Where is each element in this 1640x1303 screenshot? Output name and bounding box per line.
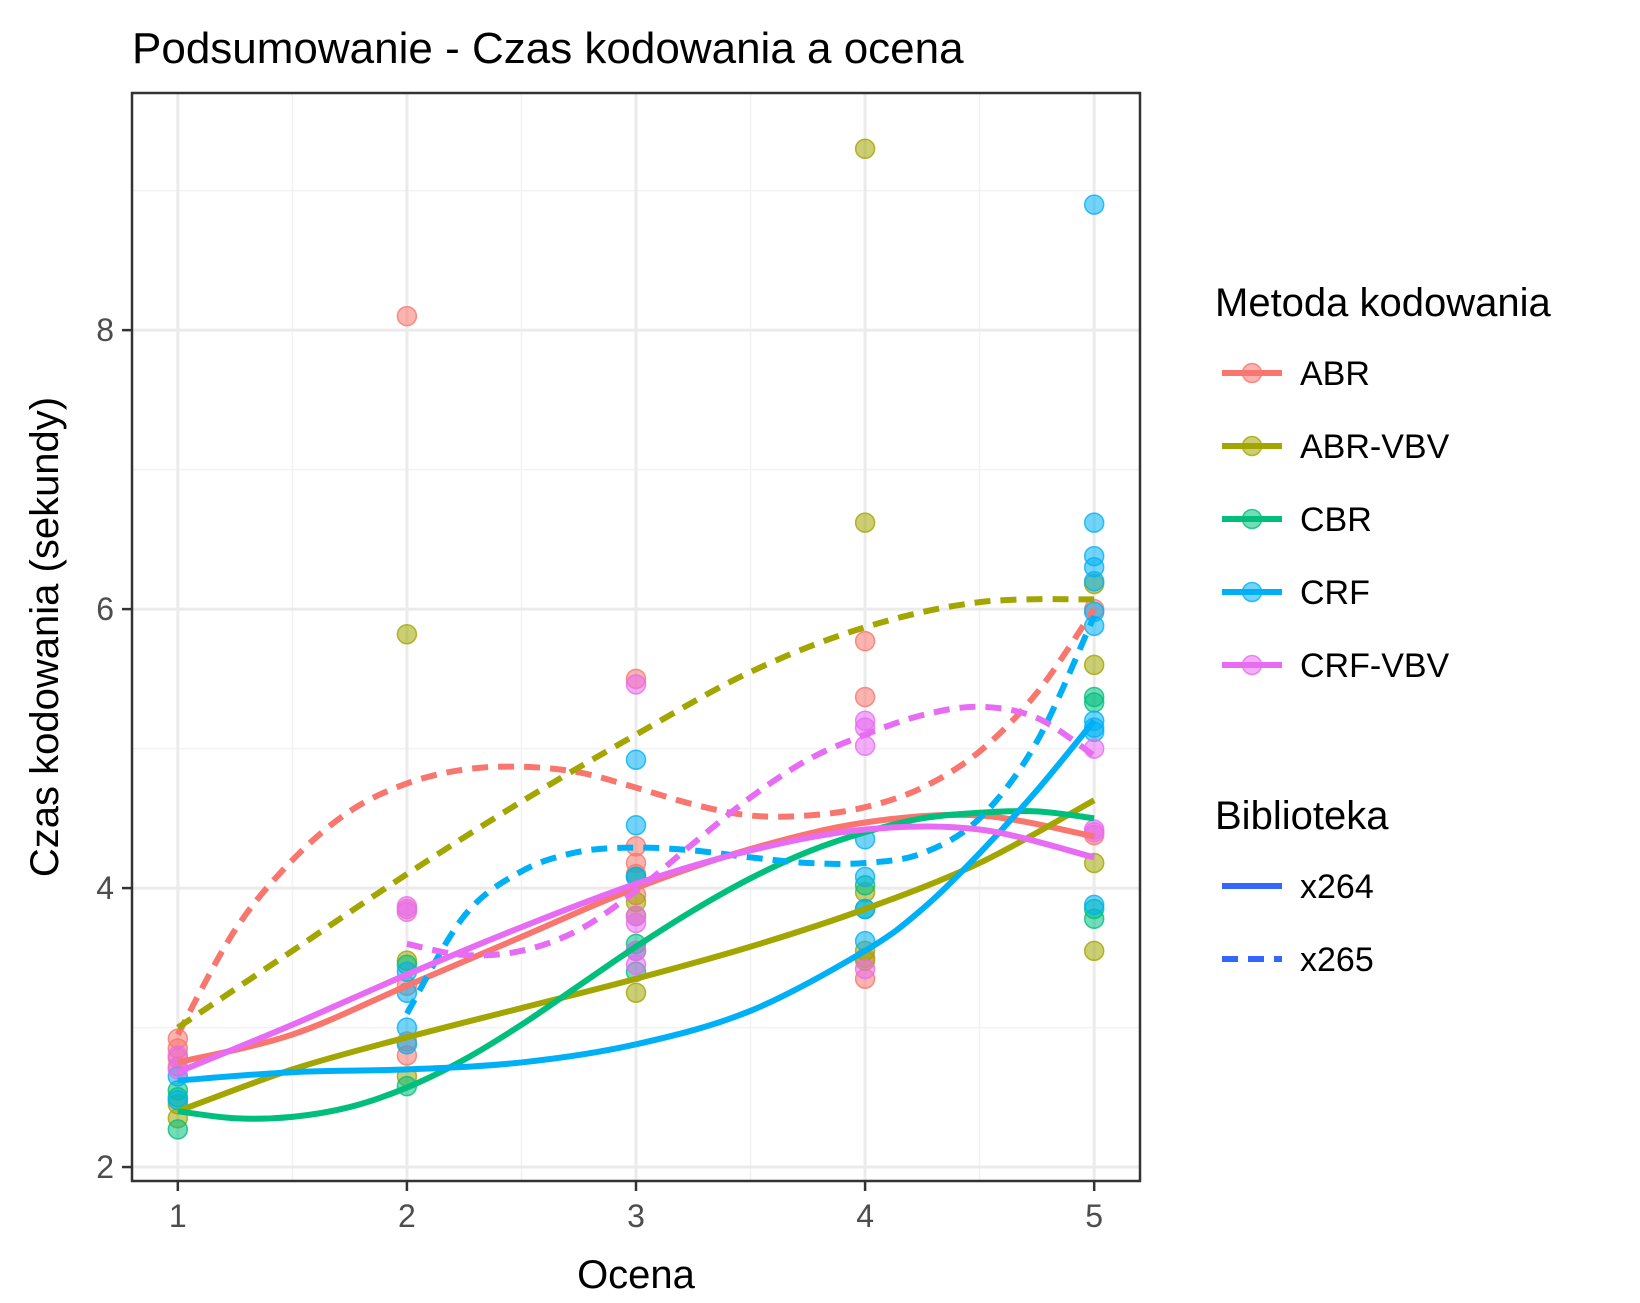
x-tick-label: 5 (1085, 1198, 1103, 1234)
legend-label-x264: x264 (1300, 868, 1374, 906)
data-point-abr (396, 305, 418, 327)
data-point-crf (625, 815, 647, 836)
data-point-crf-vbv (854, 958, 876, 980)
y-axis: 2 4 6 8 (96, 312, 132, 1185)
y-tick-label: 4 (96, 870, 114, 906)
chart-title: Podsumowanie - Czas kodowania a ocena (132, 24, 964, 73)
legend-library-title: Biblioteka (1215, 794, 1389, 838)
y-tick-label: 8 (96, 312, 114, 348)
x-tick-label: 1 (169, 1198, 187, 1234)
legend-label-crf-vbv: CRF-VBV (1300, 647, 1450, 685)
y-tick-label: 6 (96, 591, 114, 627)
data-point-crf (1083, 512, 1105, 533)
x-tick-label: 3 (627, 1198, 645, 1234)
legend-key-point (1241, 362, 1263, 384)
x-axis-label: Ocena (577, 1253, 696, 1297)
line-abr-vbv-x264 (176, 797, 1096, 1115)
line-abr-x265 (175, 607, 1097, 1036)
data-point-crf-vbv (625, 912, 647, 934)
legend-methods: ABR ABR-VBV CBR CRF CRF-VBV (1222, 355, 1450, 685)
x-axis: 1 2 3 4 5 (169, 1181, 1103, 1234)
line-crf-vbv-x264 (176, 823, 1095, 1075)
legend-key-point (1241, 654, 1263, 676)
data-point-crf (854, 866, 876, 888)
data-point-abr-vbv (625, 982, 647, 1003)
legend-key-point (1241, 581, 1263, 603)
data-point-crf (1083, 194, 1105, 215)
data-point-abr-vbv (396, 623, 418, 645)
legend: Metoda kodowania ABR ABR-VBV CBR CRF CRF-VBV… (1215, 281, 1552, 979)
line-cbr-x264 (177, 808, 1095, 1122)
legend-key-point (1241, 435, 1263, 457)
legend-label-cbr: CBR (1300, 501, 1372, 539)
data-point-abr-vbv (854, 138, 876, 160)
data-point-abr (854, 686, 876, 708)
y-tick-label: 2 (96, 1149, 114, 1185)
legend-label-abr: ABR (1300, 355, 1370, 393)
legend-libraries: x264 x265 (1222, 868, 1374, 979)
data-point-crf-vbv (625, 954, 647, 976)
data-point-abr (854, 630, 876, 652)
data-point-crf-vbv (625, 674, 647, 695)
smooth-lines (175, 596, 1097, 1122)
legend-label-abr-vbv: ABR-VBV (1300, 428, 1450, 466)
data-point-crf (1083, 894, 1105, 916)
data-point-cbr (1083, 692, 1105, 713)
data-point-abr-vbv (1083, 940, 1105, 962)
data-point-abr-vbv (1083, 654, 1105, 676)
data-point-abr-vbv (854, 512, 876, 533)
line-abr-vbv-x265 (176, 596, 1095, 1031)
data-point-cbr (167, 1119, 189, 1140)
data-point-crf-vbv (854, 735, 876, 757)
legend-key-point (1241, 508, 1263, 530)
legend-method-title: Metoda kodowania (1215, 281, 1552, 325)
x-tick-label: 2 (398, 1198, 416, 1234)
data-point-crf (1083, 570, 1105, 592)
line-crf-x264 (177, 718, 1097, 1084)
line-crf-x265 (404, 614, 1097, 1016)
y-axis-label: Czas kodowania (sekundy) (23, 397, 67, 877)
legend-label-x265: x265 (1300, 941, 1374, 979)
x-tick-label: 4 (856, 1198, 874, 1234)
legend-label-crf: CRF (1300, 574, 1370, 612)
data-point-crf-vbv (396, 901, 418, 923)
data-point-crf (625, 749, 647, 770)
line-crf-vbv-x265 (406, 703, 1096, 959)
